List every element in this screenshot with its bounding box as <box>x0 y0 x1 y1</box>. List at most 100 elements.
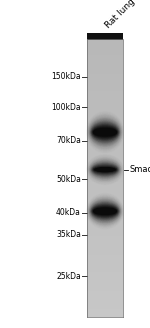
Bar <box>87 251 123 252</box>
Ellipse shape <box>99 169 111 171</box>
Text: 100kDa: 100kDa <box>51 103 81 112</box>
Bar <box>87 199 123 200</box>
Bar <box>87 274 123 275</box>
Bar <box>87 241 123 242</box>
Bar <box>87 51 123 52</box>
Bar <box>87 271 123 272</box>
Bar <box>87 143 123 144</box>
Bar <box>87 290 123 291</box>
Bar <box>87 81 123 82</box>
Bar <box>87 287 123 288</box>
Bar <box>87 181 123 182</box>
Bar <box>87 226 123 227</box>
Ellipse shape <box>93 125 117 139</box>
Bar <box>87 112 123 113</box>
Bar <box>87 121 123 122</box>
Bar <box>87 80 123 81</box>
Bar <box>87 209 123 210</box>
Ellipse shape <box>93 166 117 173</box>
Ellipse shape <box>97 209 113 213</box>
Bar <box>87 145 123 146</box>
Bar <box>87 191 123 192</box>
Text: 150kDa: 150kDa <box>51 72 81 81</box>
Ellipse shape <box>94 128 116 136</box>
Ellipse shape <box>94 207 116 215</box>
Bar <box>87 179 123 180</box>
Bar <box>87 312 123 313</box>
Bar <box>87 171 123 172</box>
Bar <box>87 47 123 48</box>
Bar <box>87 285 123 286</box>
Bar <box>87 67 123 68</box>
Bar <box>87 153 123 154</box>
Bar <box>87 306 123 307</box>
Bar <box>87 115 123 116</box>
Bar <box>87 124 123 125</box>
Bar <box>87 303 123 304</box>
Bar <box>87 63 123 64</box>
Bar <box>87 117 123 118</box>
Bar <box>87 137 123 138</box>
Bar <box>87 190 123 191</box>
Bar <box>87 196 123 197</box>
Bar <box>87 237 123 238</box>
Bar <box>87 257 123 258</box>
Bar <box>87 277 123 278</box>
Bar <box>87 270 123 271</box>
Bar <box>87 44 123 45</box>
Bar <box>87 187 123 188</box>
Bar <box>87 183 123 184</box>
Bar <box>87 122 123 123</box>
Bar <box>87 86 123 87</box>
Ellipse shape <box>94 208 116 215</box>
Bar <box>87 59 123 60</box>
Ellipse shape <box>100 210 110 212</box>
Bar <box>87 291 123 292</box>
Bar <box>87 240 123 241</box>
Bar <box>87 246 123 247</box>
Bar <box>87 261 123 262</box>
Bar <box>87 234 123 235</box>
Bar <box>87 202 123 203</box>
Bar <box>87 301 123 302</box>
Bar <box>87 201 123 202</box>
Bar <box>87 266 123 267</box>
Ellipse shape <box>99 131 111 134</box>
Bar <box>87 195 123 196</box>
Bar <box>87 314 123 315</box>
Bar <box>87 262 123 263</box>
Bar <box>87 88 123 89</box>
Text: 50kDa: 50kDa <box>56 175 81 184</box>
Ellipse shape <box>92 204 118 218</box>
Bar <box>87 205 123 206</box>
Bar <box>87 83 123 84</box>
Bar <box>87 166 123 167</box>
Bar <box>87 53 123 54</box>
Ellipse shape <box>99 210 111 213</box>
Bar <box>87 235 123 236</box>
Bar <box>87 288 123 289</box>
Ellipse shape <box>94 130 116 135</box>
Bar <box>87 127 123 128</box>
Bar <box>87 172 123 173</box>
Bar <box>87 184 123 185</box>
Bar <box>87 164 123 165</box>
Ellipse shape <box>100 169 110 171</box>
Bar <box>87 105 123 106</box>
Ellipse shape <box>94 167 116 173</box>
Ellipse shape <box>99 131 111 134</box>
Bar <box>87 231 123 232</box>
Bar <box>87 280 123 281</box>
Bar <box>87 267 123 268</box>
Bar <box>87 297 123 298</box>
Bar <box>87 87 123 88</box>
Bar <box>87 70 123 71</box>
Bar <box>87 140 123 141</box>
Bar <box>87 248 123 249</box>
Ellipse shape <box>100 131 110 133</box>
Text: Smad2: Smad2 <box>129 165 150 174</box>
Bar <box>87 58 123 59</box>
Bar <box>87 107 123 108</box>
Bar <box>87 85 123 86</box>
Bar <box>87 309 123 310</box>
